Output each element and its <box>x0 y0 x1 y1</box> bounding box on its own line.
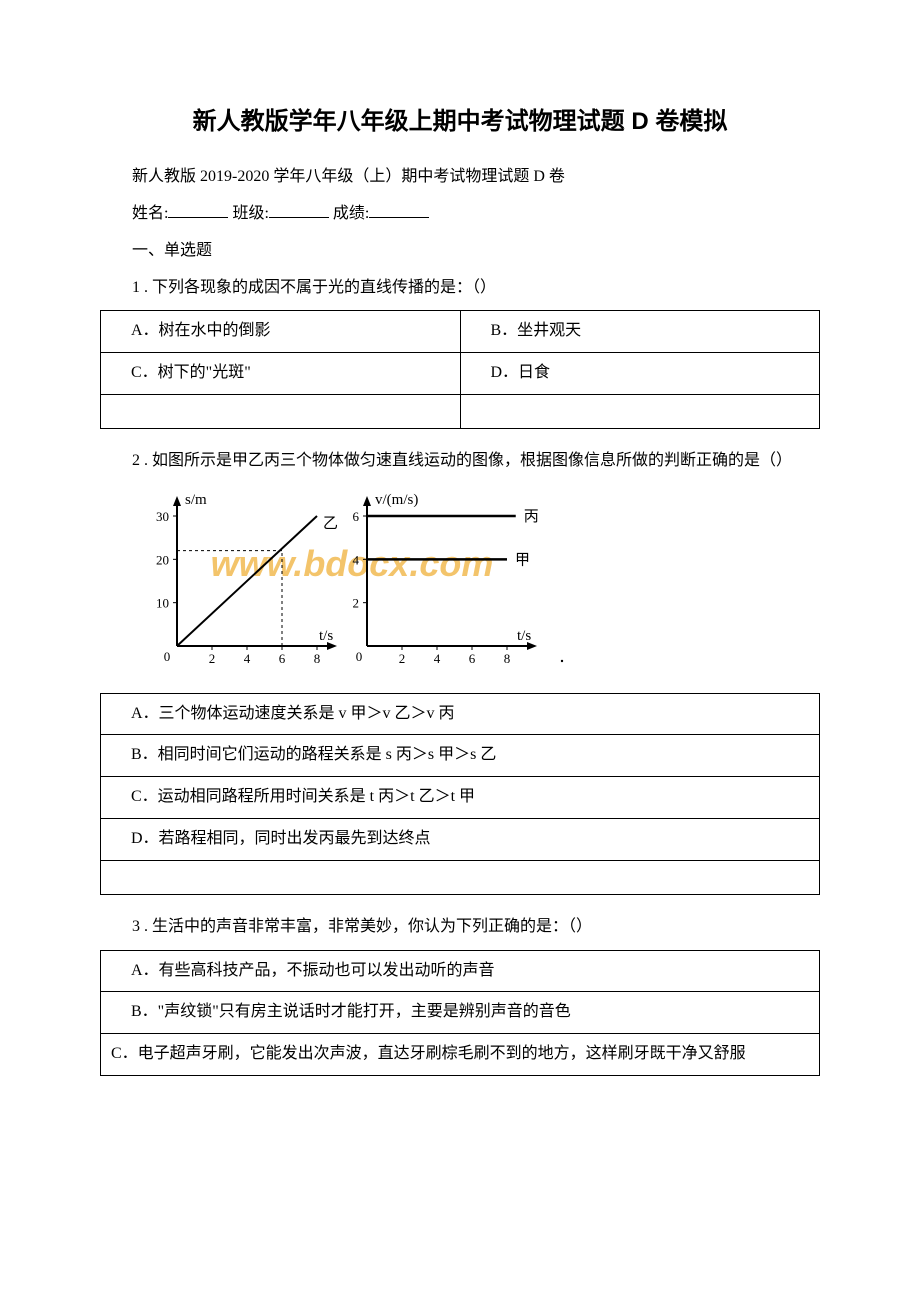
q3-opt-c: C．电子超声牙刷，它能发出次声波，直达牙刷棕毛刷不到的地方，这样刷牙既干净又舒服 <box>101 1034 820 1076</box>
svg-text:20: 20 <box>156 552 169 567</box>
svg-text:4: 4 <box>353 552 360 567</box>
svg-text:10: 10 <box>156 595 169 610</box>
q2-chart: www.bdocx.coms/mt/s01020302468乙v/(m/s)t/… <box>132 486 820 687</box>
svg-text:s/m: s/m <box>185 492 207 508</box>
subtitle: 新人教版 2019-2020 学年八年级（上）期中考试物理试题 D 卷 <box>100 163 820 192</box>
svg-text:2: 2 <box>209 651 216 666</box>
q1-stem: 1 . 下列各现象的成因不属于光的直线传播的是：（） <box>100 274 820 303</box>
score-blank[interactable] <box>369 202 429 218</box>
q1-empty-cell <box>460 394 820 428</box>
svg-text:8: 8 <box>314 651 321 666</box>
score-label: 成绩: <box>333 205 369 222</box>
svg-text:4: 4 <box>244 651 251 666</box>
svg-text:4: 4 <box>434 651 441 666</box>
q2-stem: 2 . 如图所示是甲乙丙三个物体做匀速直线运动的图像，根据图像信息所做的判断正确… <box>100 447 820 476</box>
form-line: 姓名: 班级: 成绩: <box>100 200 820 229</box>
page-title: 新人教版学年八年级上期中考试物理试题 D 卷模拟 <box>100 100 820 143</box>
q2-opt-a: A．三个物体运动速度关系是 v 甲＞v 乙＞v 丙 <box>101 693 820 735</box>
section-heading: 一、单选题 <box>100 237 820 266</box>
svg-text:v/(m/s): v/(m/s) <box>375 492 418 508</box>
svg-text:8: 8 <box>504 651 511 666</box>
svg-text:6: 6 <box>353 509 360 524</box>
name-blank[interactable] <box>168 202 228 218</box>
svg-text:乙: 乙 <box>323 516 338 532</box>
svg-text:6: 6 <box>469 651 476 666</box>
q2-empty-cell <box>101 860 820 894</box>
q1-opt-a: A．树在水中的倒影 <box>101 311 461 353</box>
class-blank[interactable] <box>269 202 329 218</box>
svg-text:30: 30 <box>156 509 169 524</box>
svg-text:6: 6 <box>279 651 286 666</box>
q2-opt-c: C．运动相同路程所用时间关系是 t 丙＞t 乙＞t 甲 <box>101 777 820 819</box>
q3-options-table: A．有些高科技产品，不振动也可以发出动听的声音 B．"声纹锁"只有房主说话时才能… <box>100 950 820 1076</box>
class-label: 班级: <box>232 205 268 222</box>
name-label: 姓名: <box>132 205 168 222</box>
q3-opt-b: B．"声纹锁"只有房主说话时才能打开，主要是辨别声音的音色 <box>101 992 820 1034</box>
q2-chart-svg: www.bdocx.coms/mt/s01020302468乙v/(m/s)t/… <box>132 486 572 676</box>
svg-text:0: 0 <box>356 649 363 664</box>
q1-opt-b: B．坐井观天 <box>460 311 820 353</box>
q1-options-table: A．树在水中的倒影 B．坐井观天 C．树下的"光斑" D．日食 <box>100 310 820 429</box>
q3-opt-a: A．有些高科技产品，不振动也可以发出动听的声音 <box>101 950 820 992</box>
svg-text:t/s: t/s <box>319 628 333 644</box>
q1-opt-c: C．树下的"光斑" <box>101 353 461 395</box>
svg-text:0: 0 <box>164 649 171 664</box>
svg-text:2: 2 <box>399 651 406 666</box>
q2-opt-d: D．若路程相同，同时出发丙最先到达终点 <box>101 818 820 860</box>
svg-text:2: 2 <box>353 595 360 610</box>
svg-text:甲: 甲 <box>515 552 530 568</box>
q2-opt-b: B．相同时间它们运动的路程关系是 s 丙＞s 甲＞s 乙 <box>101 735 820 777</box>
svg-text:丙: 丙 <box>524 509 539 525</box>
q3-stem: 3 . 生活中的声音非常丰富，非常美妙，你认为下列正确的是：（） <box>100 913 820 942</box>
svg-text:t/s: t/s <box>517 628 531 644</box>
q1-empty-cell <box>101 394 461 428</box>
q2-options-table: A．三个物体运动速度关系是 v 甲＞v 乙＞v 丙 B．相同时间它们运动的路程关… <box>100 693 820 895</box>
q1-opt-d: D．日食 <box>460 353 820 395</box>
